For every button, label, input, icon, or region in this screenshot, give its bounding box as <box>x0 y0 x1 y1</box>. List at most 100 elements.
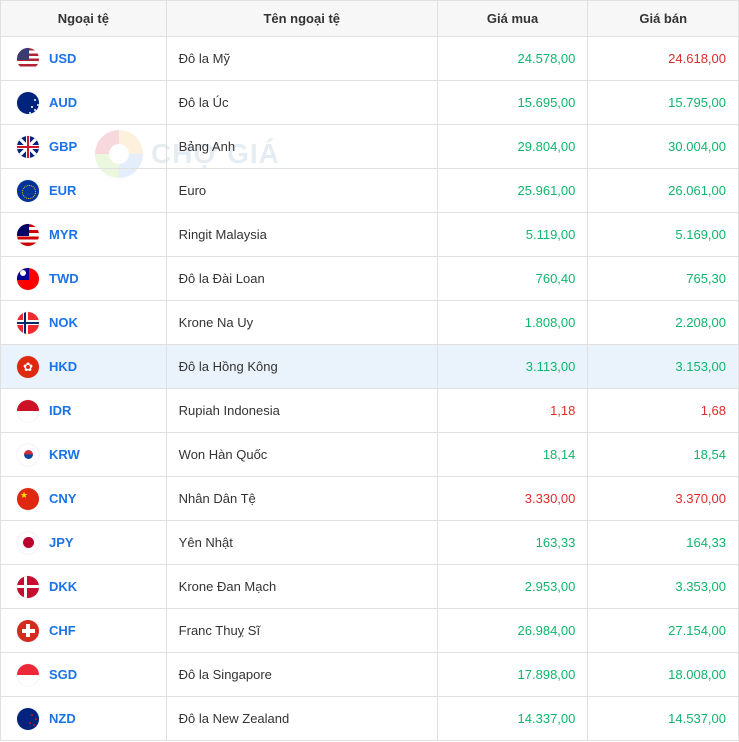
cell-currency-code[interactable]: GBP <box>1 125 167 169</box>
table-header-row: Ngoại tệ Tên ngoại tệ Giá mua Giá bán <box>1 1 739 37</box>
cell-sell-price: 3.153,00 <box>588 345 739 389</box>
flag-icon <box>17 620 39 642</box>
flag-icon <box>17 48 39 70</box>
cell-currency-code[interactable]: MYR <box>1 213 167 257</box>
table-row: KRWWon Hàn Quốc18,1418,54 <box>1 433 739 477</box>
cell-buy-price: 25.961,00 <box>437 169 588 213</box>
flag-icon <box>17 268 39 290</box>
currency-code-link[interactable]: HKD <box>49 359 77 374</box>
cell-sell-price: 18.008,00 <box>588 653 739 697</box>
cell-currency-code[interactable]: IDR <box>1 389 167 433</box>
cell-currency-name: Đô la Mỹ <box>166 37 437 81</box>
cell-currency-code[interactable]: TWD <box>1 257 167 301</box>
currency-code-link[interactable]: AUD <box>49 95 77 110</box>
cell-currency-code[interactable]: EUR <box>1 169 167 213</box>
cell-buy-price: 3.113,00 <box>437 345 588 389</box>
cell-currency-code[interactable]: CHF <box>1 609 167 653</box>
flag-icon <box>17 180 39 202</box>
currency-code-link[interactable]: CHF <box>49 623 76 638</box>
table-row: CNY Nhân Dân Tệ3.330,003.370,00 <box>1 477 739 521</box>
table-row: HKD Đô la Hồng Kông3.113,003.153,00 <box>1 345 739 389</box>
cell-sell-price: 5.169,00 <box>588 213 739 257</box>
flag-icon <box>17 708 39 730</box>
cell-buy-price: 26.984,00 <box>437 609 588 653</box>
cell-currency-name: Đô la New Zealand <box>166 697 437 741</box>
currency-code-link[interactable]: NZD <box>49 711 76 726</box>
table-row: MYRRingit Malaysia5.119,005.169,00 <box>1 213 739 257</box>
cell-buy-price: 760,40 <box>437 257 588 301</box>
table-row: NOK Krone Na Uy1.808,002.208,00 <box>1 301 739 345</box>
cell-currency-code[interactable]: JPY <box>1 521 167 565</box>
cell-currency-name: Krone Đan Mạch <box>166 565 437 609</box>
flag-icon <box>17 576 39 598</box>
cell-sell-price: 14.537,00 <box>588 697 739 741</box>
cell-currency-name: Yên Nhật <box>166 521 437 565</box>
currency-code-link[interactable]: CNY <box>49 491 76 506</box>
cell-sell-price: 26.061,00 <box>588 169 739 213</box>
cell-currency-name: Đô la Singapore <box>166 653 437 697</box>
currency-code-link[interactable]: EUR <box>49 183 76 198</box>
cell-currency-name: Bảng Anh <box>166 125 437 169</box>
cell-currency-code[interactable]: CNY <box>1 477 167 521</box>
table-row: TWDĐô la Đài Loan760,40765,30 <box>1 257 739 301</box>
table-row: AUDĐô la Úc15.695,0015.795,00 <box>1 81 739 125</box>
cell-buy-price: 3.330,00 <box>437 477 588 521</box>
cell-currency-code[interactable]: USD <box>1 37 167 81</box>
table-row: EUR Euro25.961,0026.061,00 <box>1 169 739 213</box>
flag-icon <box>17 224 39 246</box>
cell-sell-price: 3.353,00 <box>588 565 739 609</box>
cell-buy-price: 1,18 <box>437 389 588 433</box>
cell-currency-code[interactable]: NZD <box>1 697 167 741</box>
cell-buy-price: 24.578,00 <box>437 37 588 81</box>
cell-sell-price: 765,30 <box>588 257 739 301</box>
cell-currency-name: Euro <box>166 169 437 213</box>
flag-icon <box>17 356 39 378</box>
cell-buy-price: 1.808,00 <box>437 301 588 345</box>
currency-code-link[interactable]: GBP <box>49 139 77 154</box>
flag-icon <box>17 488 39 510</box>
cell-sell-price: 15.795,00 <box>588 81 739 125</box>
flag-icon <box>17 532 39 554</box>
cell-sell-price: 3.370,00 <box>588 477 739 521</box>
currency-code-link[interactable]: JPY <box>49 535 74 550</box>
flag-icon <box>17 664 39 686</box>
currency-code-link[interactable]: USD <box>49 51 76 66</box>
currency-code-link[interactable]: MYR <box>49 227 78 242</box>
cell-currency-name: Franc Thuỵ Sĩ <box>166 609 437 653</box>
cell-sell-price: 24.618,00 <box>588 37 739 81</box>
cell-sell-price: 1,68 <box>588 389 739 433</box>
flag-icon <box>17 312 39 334</box>
cell-sell-price: 2.208,00 <box>588 301 739 345</box>
cell-currency-code[interactable]: SGD <box>1 653 167 697</box>
currency-code-link[interactable]: DKK <box>49 579 77 594</box>
currency-code-link[interactable]: IDR <box>49 403 71 418</box>
cell-currency-code[interactable]: NOK <box>1 301 167 345</box>
flag-icon <box>17 92 39 114</box>
cell-currency-name: Nhân Dân Tệ <box>166 477 437 521</box>
cell-sell-price: 27.154,00 <box>588 609 739 653</box>
cell-currency-name: Đô la Úc <box>166 81 437 125</box>
cell-currency-name: Won Hàn Quốc <box>166 433 437 477</box>
cell-currency-code[interactable]: AUD <box>1 81 167 125</box>
currency-code-link[interactable]: KRW <box>49 447 80 462</box>
cell-buy-price: 14.337,00 <box>437 697 588 741</box>
cell-currency-code[interactable]: HKD <box>1 345 167 389</box>
col-currency-code: Ngoại tệ <box>1 1 167 37</box>
cell-currency-name: Krone Na Uy <box>166 301 437 345</box>
cell-buy-price: 18,14 <box>437 433 588 477</box>
table-row: USD Đô la Mỹ24.578,0024.618,00 <box>1 37 739 81</box>
cell-currency-code[interactable]: DKK <box>1 565 167 609</box>
cell-currency-name: Đô la Hồng Kông <box>166 345 437 389</box>
cell-currency-name: Rupiah Indonesia <box>166 389 437 433</box>
currency-code-link[interactable]: SGD <box>49 667 77 682</box>
cell-currency-name: Ringit Malaysia <box>166 213 437 257</box>
currency-code-link[interactable]: NOK <box>49 315 78 330</box>
exchange-rate-table: Ngoại tệ Tên ngoại tệ Giá mua Giá bán US… <box>0 0 739 741</box>
cell-currency-code[interactable]: KRW <box>1 433 167 477</box>
table-row: SGD Đô la Singapore17.898,0018.008,00 <box>1 653 739 697</box>
cell-buy-price: 17.898,00 <box>437 653 588 697</box>
table-row: IDR Rupiah Indonesia1,181,68 <box>1 389 739 433</box>
currency-code-link[interactable]: TWD <box>49 271 79 286</box>
table-row: GBPBảng Anh29.804,0030.004,00 <box>1 125 739 169</box>
cell-buy-price: 2.953,00 <box>437 565 588 609</box>
